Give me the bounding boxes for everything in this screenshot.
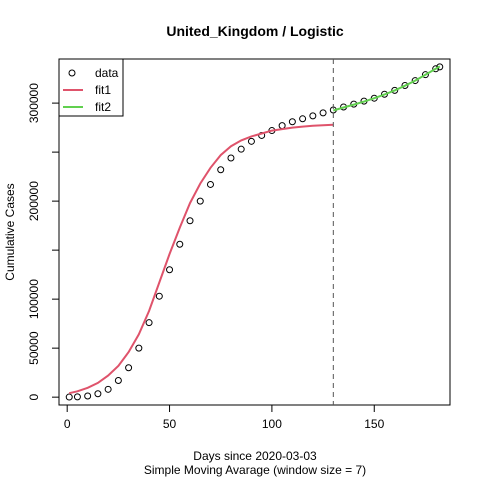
chart-subtitle: Simple Moving Avarage (window size = 7) — [144, 463, 366, 477]
x-axis: 0 50 100 150 — [64, 404, 385, 431]
legend-label-data: data — [95, 66, 119, 80]
data-point — [186, 217, 194, 225]
data-point — [421, 71, 429, 79]
data-point — [411, 77, 419, 85]
y-tick-label: 50000 — [27, 331, 41, 365]
legend-marker-data — [68, 69, 76, 77]
data-point — [84, 392, 92, 400]
data-point — [432, 65, 440, 73]
data-point — [309, 112, 317, 120]
data-point — [166, 266, 174, 274]
x-tick-label: 100 — [262, 417, 282, 431]
data-point — [436, 63, 444, 71]
fit2-line — [333, 65, 441, 112]
data-point — [391, 86, 399, 94]
y-tick-label: 300000 — [27, 83, 41, 123]
data-point — [73, 393, 81, 401]
data-point — [299, 115, 307, 123]
data-point — [176, 240, 184, 248]
data-point — [125, 364, 133, 372]
data-point — [237, 145, 245, 153]
data-point — [135, 344, 143, 352]
data-point — [258, 131, 266, 139]
data-point — [145, 319, 153, 327]
data-point — [196, 197, 204, 205]
data-point — [94, 390, 102, 398]
fit1-line — [68, 123, 334, 395]
data-point — [278, 122, 286, 130]
y-axis: 0 50000 100000 200000 300000 — [27, 83, 60, 401]
legend-label-fit2: fit2 — [95, 100, 111, 114]
data-point — [65, 393, 73, 401]
data-point — [217, 166, 225, 174]
y-tick-label: 100000 — [27, 279, 41, 319]
chart-title: United_Kingdom / Logistic — [166, 23, 344, 39]
x-tick-label: 50 — [163, 417, 177, 431]
plot-area — [65, 59, 444, 405]
data-point — [206, 180, 214, 188]
data-point — [288, 118, 296, 126]
data-point — [114, 376, 122, 384]
data-point — [319, 109, 327, 117]
data-point — [104, 385, 112, 393]
data-point — [227, 154, 235, 162]
legend-label-fit1: fit1 — [95, 83, 111, 97]
data-point — [247, 137, 255, 145]
y-tick-label: 200000 — [27, 181, 41, 221]
y-tick-label: 0 — [27, 394, 41, 401]
legend: data fit1 fit2 — [58, 58, 124, 117]
data-point — [401, 81, 409, 89]
x-tick-label: 150 — [364, 417, 384, 431]
data-point — [155, 292, 163, 300]
x-axis-label: Days since 2020-03-03 — [193, 449, 317, 463]
x-tick-label: 0 — [64, 417, 71, 431]
y-axis-label: Cumulative Cases — [3, 183, 17, 280]
